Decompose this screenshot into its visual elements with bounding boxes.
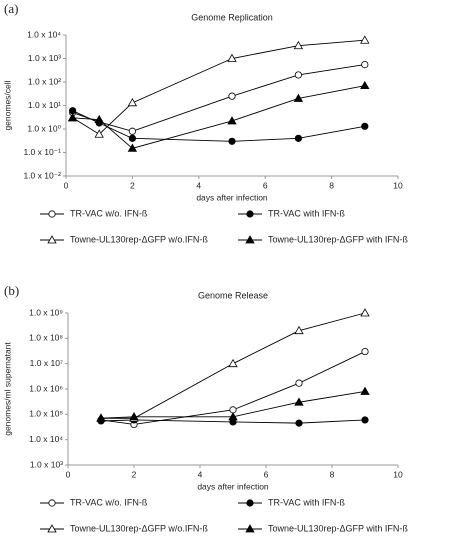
legend-label: Towne-UL130rep-ΔGFP with IFN-ß xyxy=(268,234,408,244)
legend-marker xyxy=(245,235,255,244)
legend-marker xyxy=(48,210,56,218)
marker xyxy=(360,386,370,395)
y-tick-label: 1.0 x 10⁶ xyxy=(29,383,63,393)
marker xyxy=(361,122,369,130)
series-line xyxy=(72,85,365,149)
x-tick-label: 8 xyxy=(330,469,335,479)
marker xyxy=(294,134,302,142)
marker xyxy=(227,116,237,125)
marker xyxy=(228,137,236,145)
marker xyxy=(295,419,303,427)
marker xyxy=(294,71,302,79)
marker xyxy=(228,92,236,100)
x-tick-label: 4 xyxy=(198,469,203,479)
y-tick-label: 1.0 x 10⁹ xyxy=(29,307,63,317)
marker xyxy=(361,61,369,69)
marker xyxy=(94,129,104,138)
marker xyxy=(129,411,139,421)
marker xyxy=(94,114,104,124)
x-axis-label: days after infection xyxy=(197,481,269,491)
marker xyxy=(361,416,369,424)
y-tick-label: 1.0 x 10⁻¹ xyxy=(23,147,61,157)
y-tick-label: 1.0 x 10⁸ xyxy=(29,333,63,343)
marker xyxy=(360,80,370,90)
y-tick-label: 1.0 x 10⁵ xyxy=(29,409,63,419)
marker xyxy=(128,127,136,135)
legend-marker xyxy=(47,524,57,533)
legend-label: Towne-UL130rep-ΔGFP w/o.IFN-ß xyxy=(70,523,208,533)
marker xyxy=(67,112,78,122)
y-axis-label: genomes/cell xyxy=(2,80,12,130)
chart-title: Genome Replication xyxy=(191,12,273,22)
x-tick-label: 6 xyxy=(264,469,269,479)
x-tick-label: 0 xyxy=(64,180,69,190)
y-tick-label: 1.0 x 10⁷ xyxy=(30,358,63,368)
legend-marker xyxy=(245,524,255,533)
series-line xyxy=(72,110,365,142)
x-axis-label: days after infection xyxy=(196,192,268,202)
marker xyxy=(227,53,237,62)
legend-marker xyxy=(246,499,254,507)
marker xyxy=(127,98,138,107)
series-line xyxy=(72,39,365,135)
marker xyxy=(69,107,77,115)
series-line xyxy=(72,64,365,132)
y-tick-label: 1.0 x 10⁴ xyxy=(29,434,63,444)
x-tick-label: 0 xyxy=(66,469,71,479)
panel-label: (a) xyxy=(4,1,18,16)
x-tick-label: 6 xyxy=(263,180,268,190)
legend-label: TR-VAC with IFN-ß xyxy=(268,497,345,507)
y-tick-label: 1.0 x 10⁻² xyxy=(23,170,61,180)
legend-marker xyxy=(47,235,57,244)
marker xyxy=(294,397,304,406)
marker xyxy=(361,347,369,356)
marker xyxy=(360,35,370,44)
legend-label: TR-VAC w/o. IFN-ß xyxy=(70,497,148,507)
marker xyxy=(228,411,238,421)
y-axis-label: genomes/ml supernatant xyxy=(2,342,12,436)
legend-label: Towne-UL130rep-ΔGFP with IFN-ß xyxy=(268,523,408,533)
panel-label: (b) xyxy=(4,283,19,298)
legend-label: TR-VAC with IFN-ß xyxy=(268,208,345,218)
marker xyxy=(96,413,106,422)
marker xyxy=(295,379,303,387)
y-tick-label: 1.0 x 10³ xyxy=(30,459,63,469)
x-tick-label: 10 xyxy=(393,180,403,190)
x-tick-label: 4 xyxy=(196,180,201,190)
marker xyxy=(360,308,370,317)
legend-label: TR-VAC w/o. IFN-ß xyxy=(70,208,148,218)
y-tick-label: 1.0 x 10¹ xyxy=(28,100,61,110)
x-tick-label: 8 xyxy=(329,180,334,190)
marker xyxy=(228,358,238,368)
y-tick-label: 1.0 x 10⁴ xyxy=(27,29,61,39)
marker xyxy=(128,134,136,142)
x-tick-label: 2 xyxy=(130,180,135,190)
legend-label: Towne-UL130rep-ΔGFP w/o.IFN-ß xyxy=(70,234,208,244)
marker xyxy=(293,93,304,102)
y-tick-label: 1.0 x 10² xyxy=(28,76,61,86)
y-tick-label: 1.0 x 10⁰ xyxy=(27,123,61,133)
x-tick-label: 2 xyxy=(132,469,137,479)
y-tick-label: 1.0 x 10³ xyxy=(28,53,61,63)
legend-marker xyxy=(246,210,254,218)
marker xyxy=(294,325,304,335)
legend-marker xyxy=(48,499,56,507)
chart-title: Genome Release xyxy=(198,290,268,300)
marker xyxy=(127,143,138,152)
x-tick-label: 10 xyxy=(393,469,403,479)
marker xyxy=(293,40,304,50)
